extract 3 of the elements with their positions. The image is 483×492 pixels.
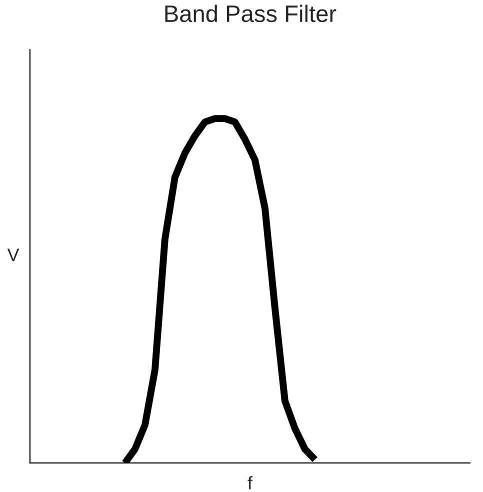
chart-title: Band Pass Filter	[165, 4, 336, 22]
x-axis-title: f	[248, 476, 252, 490]
y-axis-title: V	[7, 248, 20, 261]
